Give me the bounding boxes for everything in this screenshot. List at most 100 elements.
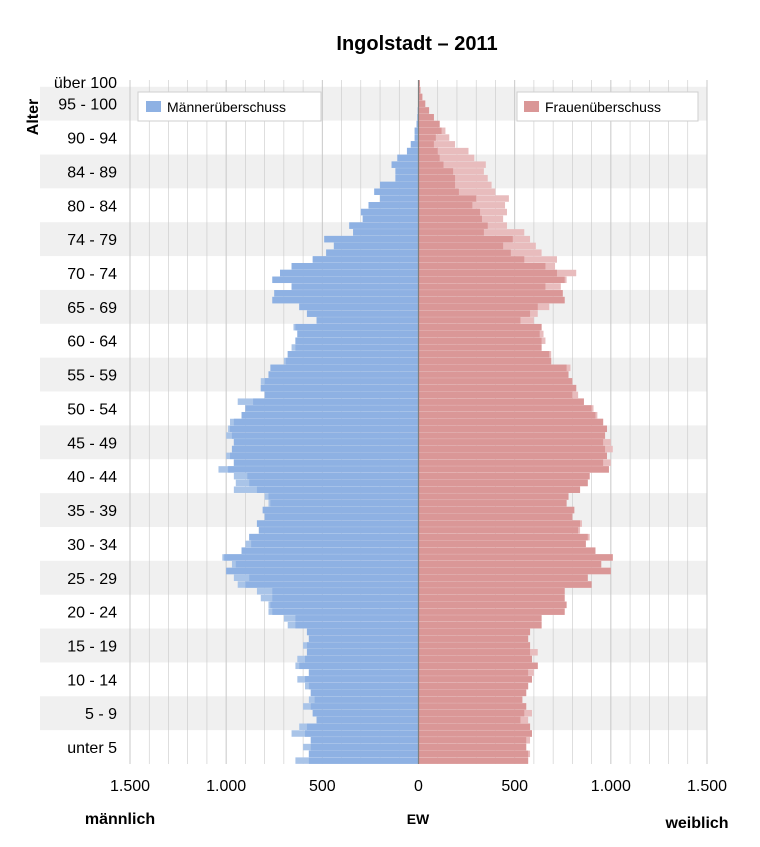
male-common-bar	[270, 601, 419, 609]
age-group-label: 55 - 59	[67, 368, 117, 385]
female-common-bar	[418, 506, 575, 514]
female-common-bar	[418, 93, 423, 101]
age-group-label: 10 - 14	[67, 672, 117, 689]
female-common-bar	[418, 371, 569, 378]
female-bar	[418, 147, 469, 155]
male-common-bar	[299, 662, 419, 670]
female-bar	[418, 141, 456, 148]
male-common-bar	[308, 757, 419, 764]
x-tick-label: 1.000	[206, 778, 246, 795]
age-group-label: über 100	[54, 75, 117, 92]
female-common-bar	[418, 669, 529, 676]
female-common-bar	[418, 642, 531, 649]
female-common-bar	[418, 317, 521, 324]
male-common-bar	[306, 649, 419, 656]
female-common-bar	[418, 134, 436, 141]
male-common-bar	[295, 337, 419, 344]
male-common-bar	[228, 466, 419, 473]
male-common-bar	[308, 750, 419, 758]
age-group-label: 45 - 49	[67, 435, 117, 452]
male-common-bar	[230, 452, 419, 460]
female-common-bar	[418, 513, 573, 521]
male-common-bar	[251, 540, 419, 548]
male-common-bar	[312, 709, 419, 717]
male-common-bar	[256, 486, 419, 493]
y-axis-label: Alter	[25, 99, 42, 135]
female-common-bar	[418, 188, 459, 195]
female-common-bar	[418, 242, 504, 250]
x-tick-label: 500	[309, 778, 336, 795]
female-common-bar	[418, 161, 444, 168]
male-common-bar	[308, 669, 419, 676]
legend-male-label: Männerüberschuss	[167, 99, 286, 115]
legend-male-box	[137, 91, 322, 122]
female-common-bar	[418, 418, 604, 426]
female-common-bar	[418, 574, 588, 581]
male-common-bar	[241, 411, 419, 419]
female-common-bar	[418, 540, 586, 548]
female-common-bar	[418, 364, 567, 372]
male-common-bar	[297, 330, 419, 338]
male-common-bar	[295, 323, 419, 331]
female-common-bar	[418, 472, 590, 480]
female-common-bar	[418, 168, 454, 175]
female-common-bar	[418, 520, 581, 527]
female-common-bar	[418, 215, 482, 223]
female-common-bar	[418, 709, 525, 717]
male-common-bar	[256, 520, 419, 527]
male-common-bar	[233, 439, 419, 446]
male-common-bar	[406, 147, 419, 155]
female-common-bar	[418, 621, 542, 629]
male-common-bar	[233, 459, 419, 466]
male-common-bar	[414, 127, 419, 135]
age-group-label: 50 - 54	[67, 401, 117, 418]
male-common-bar	[362, 215, 419, 223]
male-common-bar	[295, 615, 419, 622]
age-group-label: 74 - 79	[67, 232, 117, 249]
male-common-bar	[264, 378, 419, 385]
female-common-bar	[418, 351, 550, 358]
female-common-bar	[418, 405, 592, 412]
bars	[218, 80, 613, 764]
female-common-bar	[418, 655, 532, 663]
female-common-bar	[418, 296, 565, 304]
male-common-bar	[272, 296, 419, 304]
male-common-bar	[306, 723, 419, 730]
male-common-bar	[306, 310, 419, 317]
male-common-bar	[312, 256, 419, 263]
age-group-label: 80 - 84	[67, 198, 117, 215]
female-common-bar	[418, 147, 438, 155]
female-common-bar	[418, 276, 565, 284]
x-tick-label: 0	[414, 778, 423, 795]
male-common-bar	[272, 594, 419, 602]
male-common-bar	[305, 655, 419, 663]
male-common-bar	[226, 567, 419, 575]
male-common-bar	[324, 235, 419, 243]
female-common-bar	[418, 581, 592, 588]
age-labels: unter 5 5 - 9 10 - 14 15 - 19 20 - 24 25 - 29…	[54, 75, 117, 757]
female-common-bar	[418, 202, 473, 209]
male-common-bar	[231, 432, 419, 439]
age-group-label: unter 5	[67, 740, 117, 757]
male-common-bar	[308, 635, 419, 642]
female-common-bar	[418, 391, 573, 399]
male-common-bar	[395, 174, 419, 182]
male-common-bar	[268, 493, 419, 500]
female-common-bar	[418, 398, 584, 405]
female-common-bar	[418, 384, 577, 392]
female-common-bar	[418, 716, 521, 724]
male-common-bar	[316, 716, 419, 724]
female-common-bar	[418, 195, 477, 202]
female-common-bar	[418, 127, 442, 135]
male-common-bar	[299, 303, 419, 311]
age-group-label: 35 - 39	[67, 503, 117, 520]
female-common-bar	[418, 378, 573, 385]
male-common-bar	[353, 229, 419, 236]
male-common-bar	[245, 405, 419, 412]
chart-title: Ingolstadt – 2011	[336, 33, 497, 55]
female-common-bar	[418, 649, 531, 656]
male-common-bar	[310, 689, 419, 697]
male-common-bar	[291, 283, 419, 290]
male-common-bar	[306, 642, 419, 649]
